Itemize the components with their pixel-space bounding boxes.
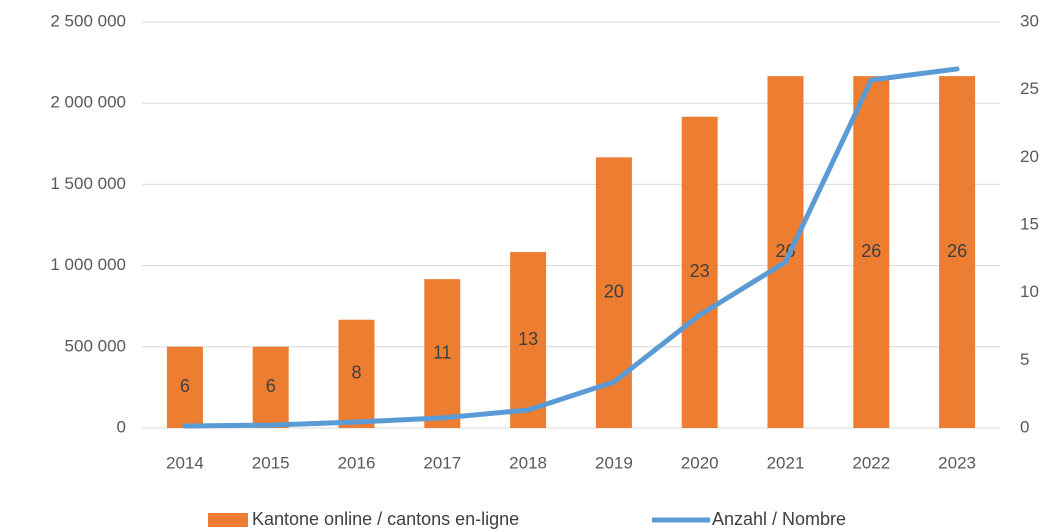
- x-tick-label: 2022: [852, 453, 890, 472]
- x-tick-label: 2023: [938, 453, 976, 472]
- legend-label: Anzahl / Nombre: [712, 509, 846, 529]
- y-tick-label: 2 500 000: [50, 11, 126, 30]
- y2-tick-label: 20: [1020, 147, 1039, 166]
- data-label: 20: [604, 281, 624, 301]
- legend-label: Kantone online / cantons en-ligne: [252, 509, 519, 529]
- y-tick-label: 1 500 000: [50, 174, 126, 193]
- data-label: 13: [518, 329, 538, 349]
- x-tick-label: 2019: [595, 453, 633, 472]
- bar: [424, 279, 461, 428]
- bar: [767, 76, 804, 428]
- x-tick-label: 2017: [423, 453, 461, 472]
- bar: [681, 116, 718, 428]
- bar: [510, 252, 547, 428]
- legend-swatch: [208, 513, 248, 527]
- x-tick-label: 2020: [681, 453, 719, 472]
- y-tick-label: 2 000 000: [50, 93, 126, 112]
- bar: [252, 346, 289, 428]
- bar: [166, 346, 203, 428]
- data-label: 8: [351, 363, 361, 383]
- y-tick-label: 1 000 000: [50, 255, 126, 274]
- y2-tick-label: 10: [1020, 282, 1039, 301]
- x-tick-label: 2016: [338, 453, 376, 472]
- data-label: 26: [947, 241, 967, 261]
- line: [182, 66, 960, 429]
- data-label: 11: [433, 342, 452, 362]
- y2-tick-label: 15: [1020, 214, 1039, 233]
- x-tick-label: 2018: [509, 453, 547, 472]
- bar: [853, 76, 890, 428]
- data-label: 23: [690, 261, 710, 281]
- bar: [939, 76, 976, 428]
- data-label: 26: [861, 241, 881, 261]
- x-tick-label: 2021: [767, 453, 805, 472]
- y2-tick-label: 30: [1020, 11, 1039, 30]
- x-tick-label: 2014: [166, 453, 204, 472]
- y2-tick-label: 25: [1020, 79, 1039, 98]
- bar: [338, 319, 375, 428]
- data-label: 6: [180, 376, 190, 396]
- data-label: 6: [266, 376, 276, 396]
- y2-tick-label: 0: [1020, 417, 1029, 436]
- y-tick-label: 0: [117, 417, 126, 436]
- x-tick-label: 2015: [252, 453, 290, 472]
- y2-tick-label: 5: [1020, 350, 1029, 369]
- y-tick-label: 500 000: [65, 336, 126, 355]
